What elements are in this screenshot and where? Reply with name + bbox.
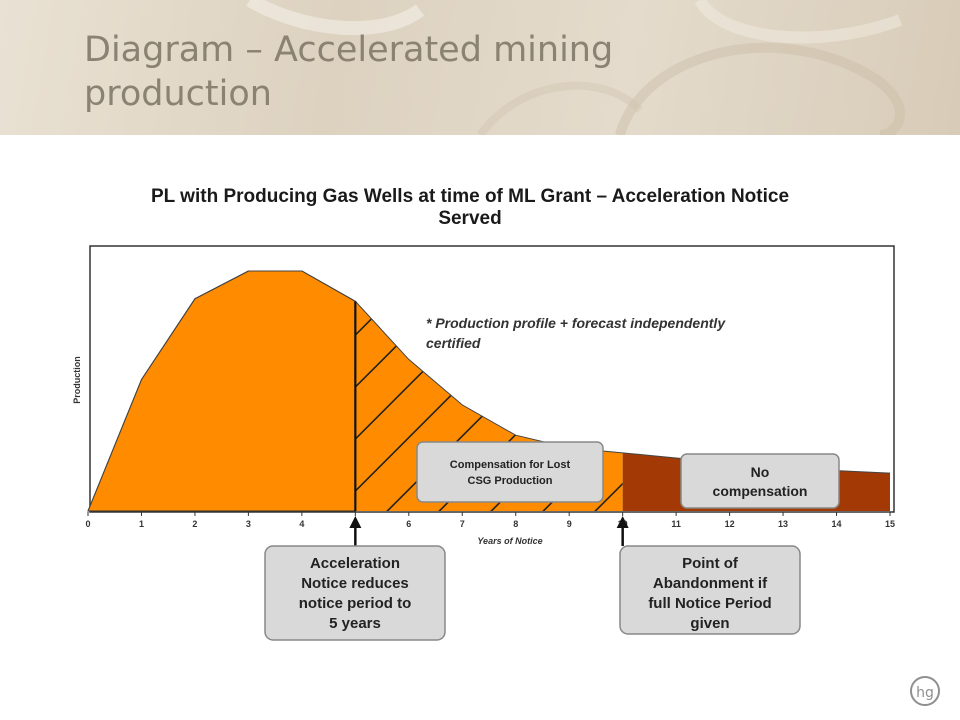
callout-text: Notice reduces [301,575,409,592]
x-tick-label: 8 [513,519,518,529]
callout-box [619,545,801,635]
annotation-text: * Production profile + forecast independ… [426,315,726,331]
x-tick-label: 15 [885,519,895,529]
callout-text: Abandonment if [653,575,768,592]
hatch-line [887,271,960,531]
callout-text: full Notice Period [648,595,771,612]
slide-title: Diagram – Accelerated mining production [84,30,614,114]
x-tick-label: 11 [671,519,681,529]
x-tick-label: 6 [406,519,411,529]
x-axis-label: Years of Notice [477,536,542,546]
region-label: compensation [713,483,808,499]
x-tick-label: 7 [460,519,465,529]
arrow-head [349,516,362,528]
x-tick-label: 2 [192,519,197,529]
annotation-text: certified [426,335,481,351]
hatch-line [574,301,623,511]
x-tick-label: 1 [139,519,144,529]
y-axis-label: Production [72,356,82,404]
hg-logo: hg [910,676,940,706]
callout-text: given [690,615,729,632]
x-tick-label: 9 [567,519,572,529]
x-tick-label: 0 [85,519,90,529]
sand-texture [246,0,905,135]
header-band: Diagram – Accelerated mining production [0,0,960,135]
hatch-line [939,271,960,531]
region-label: No [751,464,770,480]
arrow-head [616,516,629,528]
callout-box [264,545,446,641]
callout-text: 5 years [329,615,381,632]
region-label: Compensation for Lost [450,459,571,471]
region-label: CSG Production [468,475,553,487]
callout-text: Point of [682,555,739,572]
x-tick-label: 13 [778,519,788,529]
x-tick-label: 14 [832,519,842,529]
region-label-box [416,441,604,503]
x-tick-label: 4 [299,519,304,529]
x-tick-label: 3 [246,519,251,529]
chart-title: PL with Producing Gas Wells at time of M… [150,186,790,229]
x-tick-label: 12 [725,519,735,529]
callout-text: Acceleration [310,555,400,572]
region-label-box [680,453,840,509]
callout-text: notice period to [299,595,412,612]
